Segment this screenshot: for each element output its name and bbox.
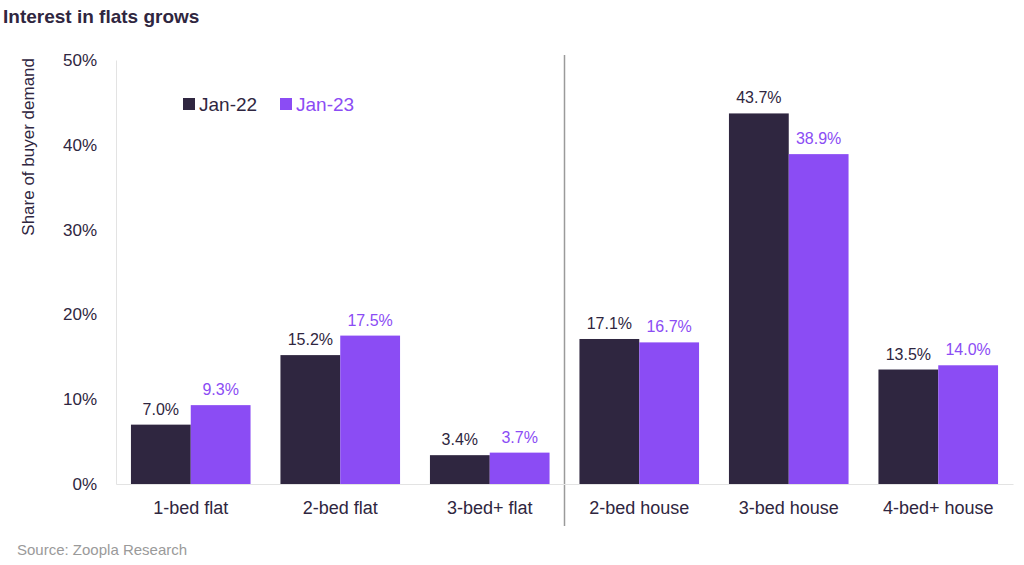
x-tick: 3-bed house xyxy=(739,484,839,518)
y-tick-label: 50% xyxy=(63,51,97,70)
bar xyxy=(579,339,639,484)
data-label: 17.5% xyxy=(347,312,392,329)
x-tick-label: 4-bed+ house xyxy=(883,498,994,518)
legend-item: Jan-23 xyxy=(280,94,354,115)
legend-item: Jan-22 xyxy=(183,94,257,115)
y-tick-label: 30% xyxy=(63,221,97,240)
y-axis-line xyxy=(116,61,117,485)
x-axis: 1-bed flat 2-bed flat 3-bed+ flat 2-bed hou… xyxy=(117,484,1014,518)
bar xyxy=(340,336,400,484)
x-tick: 2-bed flat xyxy=(303,484,378,518)
title: Interest in flats grows xyxy=(3,6,199,27)
x-tick-label: 3-bed+ flat xyxy=(447,498,533,518)
y-tick: 0% xyxy=(72,475,116,494)
y-tick: 50% xyxy=(63,51,116,70)
y-axis-title: Share of buyer demand xyxy=(19,58,38,236)
bar xyxy=(789,154,849,484)
y-tick: 40% xyxy=(63,136,116,155)
bar xyxy=(430,455,490,484)
bar xyxy=(878,370,938,484)
chart: Interest in flats grows Share of buyer de… xyxy=(0,0,1024,565)
y-tick-label: 10% xyxy=(63,390,97,409)
y-tick-label: 40% xyxy=(63,136,97,155)
x-tick: 3-bed+ flat xyxy=(447,484,533,518)
bar xyxy=(639,342,699,484)
bar xyxy=(280,355,340,484)
data-label: 3.7% xyxy=(501,429,537,446)
legend-swatch xyxy=(183,98,195,110)
data-label: 7.0% xyxy=(143,401,179,418)
data-label: 3.4% xyxy=(442,431,478,448)
y-tick-label: 0% xyxy=(72,475,97,494)
data-label: 13.5% xyxy=(886,346,931,363)
y-tick: 10% xyxy=(63,390,116,409)
bar xyxy=(490,453,550,484)
x-tick: 2-bed house xyxy=(589,484,689,518)
x-tick-label: 2-bed flat xyxy=(303,498,378,518)
legend-label: Jan-22 xyxy=(199,94,257,115)
annotation: Source: Zoopla Research xyxy=(17,541,187,558)
x-tick-label: 1-bed flat xyxy=(153,498,228,518)
data-label: 9.3% xyxy=(202,381,238,398)
data-labels: 7.0% 15.2% 3.4% 17.1% 43.7% 13.5% 9.3% 17.5% 3.7… xyxy=(143,89,991,448)
data-label: 14.0% xyxy=(945,341,990,358)
x-axis-line xyxy=(117,484,1014,485)
y-tick: 20% xyxy=(63,305,116,324)
bar xyxy=(938,365,998,484)
x-tick-label: 2-bed house xyxy=(589,498,689,518)
legend-swatch xyxy=(280,98,292,110)
data-label: 43.7% xyxy=(736,89,781,106)
x-tick: 4-bed+ house xyxy=(883,484,994,518)
bar xyxy=(191,405,251,484)
separator xyxy=(564,55,566,526)
y-tick: 30% xyxy=(63,221,116,240)
legend: Jan-22 Jan-23 xyxy=(183,94,354,115)
y-axis: 0% 10% 20% 30% 40% 50% xyxy=(63,51,117,494)
bar xyxy=(131,425,191,484)
data-label: 17.1% xyxy=(587,315,632,332)
x-tick-label: 3-bed house xyxy=(739,498,839,518)
legend-label: Jan-23 xyxy=(296,94,354,115)
bar xyxy=(729,113,789,484)
data-label: 38.9% xyxy=(796,130,841,147)
x-tick: 1-bed flat xyxy=(153,484,228,518)
y-tick-label: 20% xyxy=(63,305,97,324)
data-label: 16.7% xyxy=(646,318,691,335)
data-label: 15.2% xyxy=(288,331,333,348)
bars xyxy=(131,113,998,484)
